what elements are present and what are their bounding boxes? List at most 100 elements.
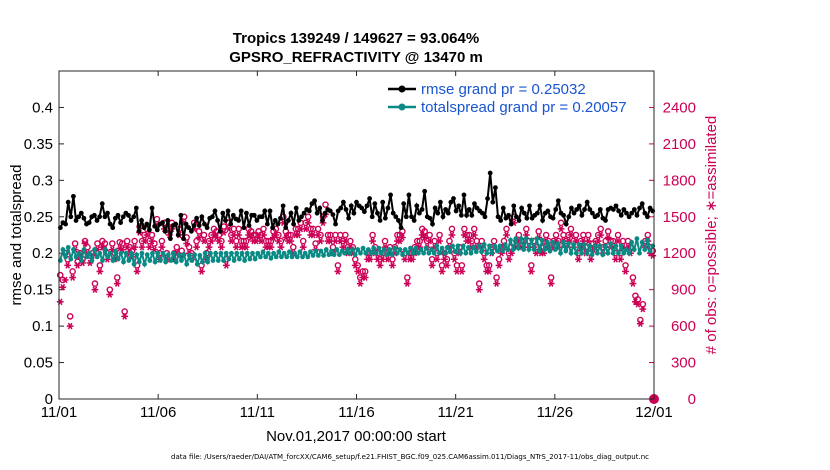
rmse-point [120,214,126,220]
totalspread-point [181,252,187,258]
y-tick-label: 0.2 [32,245,53,262]
rmse-point [191,223,197,228]
totalspread-point [276,249,282,255]
rmse-point [369,214,375,220]
rmse-point [401,201,407,207]
obs-possible-point [485,262,493,269]
obs-assimilated-point [158,243,166,251]
obs-possible-point [535,228,543,235]
totalspread-point [534,236,540,242]
totalspread-point [408,245,413,251]
totalspread-point [373,250,379,256]
rmse-point [375,210,380,216]
totalspread-point [560,239,566,245]
totalspread-point [618,243,624,249]
totalspread-point [468,250,474,256]
totalspread-point [489,250,495,256]
y2-axis-label: # of obs: o=possible; ∗=assimilated [703,116,720,355]
totalspread-point [218,250,224,256]
rmse-point [322,210,328,216]
totalspread-point [623,247,629,252]
totalspread-point [78,258,84,263]
obs-assimilated-point [408,255,416,263]
totalspread-point [210,258,216,263]
totalspread-point [505,247,511,252]
totalspread-point [573,250,579,256]
rmse-point [553,207,559,212]
rmse-point [367,196,373,201]
totalspread-point [294,254,300,260]
obs-assimilated-point [527,268,535,275]
obs-assimilated-point [267,243,275,251]
totalspread-point [73,254,79,260]
totalspread-point [157,258,163,263]
rmse-point [516,218,522,223]
obs-assimilated-point [547,280,555,287]
obs-assimilated-point [131,243,139,251]
totalspread-point [184,261,190,267]
totalspread-point [566,241,571,247]
totalspread-point [68,256,74,262]
obs-assimilated-point [272,231,280,239]
totalspread-point [221,258,226,263]
totalspread-point [471,244,477,250]
rmse-point [571,210,577,216]
totalspread-point [589,252,595,258]
totalspread-point [394,250,400,256]
obs-possible-point [113,274,121,281]
rmse-point [330,212,336,217]
totalspread-point [242,258,248,263]
rmse-point [71,193,76,199]
totalspread-point [115,256,121,262]
rmse-point [361,209,367,215]
obs-assimilated-point [69,274,77,281]
rmse-point [385,205,391,211]
obs-assimilated-point [574,255,582,263]
x-axis-label: Nov.01,2017 00:00:00 start [266,428,447,445]
totalspread-point [579,250,584,256]
obs-assimilated-point [341,237,349,245]
totalspread-point [131,261,137,267]
obs-assimilated-point [123,243,131,251]
chart-title-line1: Tropics 139249 / 149627 = 93.064% [233,30,479,47]
totalspread-point [286,249,292,255]
totalspread-point [323,247,329,252]
obs-assimilated-point [121,313,129,320]
obs-possible-point [193,237,200,245]
rmse-point [435,210,441,216]
x-tick-label: 11/06 [140,404,176,421]
obs-assimilated-point [205,243,213,251]
obs-assimilated-point [604,234,612,241]
rmse-point [194,215,200,221]
totalspread-point [444,244,450,250]
rmse-point [351,210,357,216]
x-tick-label: 12/01 [635,404,673,421]
rmse-point [495,214,501,220]
obs-assimilated-point [448,231,456,239]
totalspread-point [207,250,213,256]
totalspread-point [244,250,250,256]
series-layer [56,170,659,404]
totalspread-point [121,259,126,265]
rmse-point [626,214,632,220]
rmse-point [110,225,116,231]
rmse-point [199,214,205,220]
rmse-point [65,199,71,205]
totalspread-point [97,250,103,256]
totalspread-point [439,245,445,251]
totalspread-point [647,248,653,254]
obs-possible-point [109,240,116,247]
y2-tick-label: 1800 [663,172,696,189]
totalspread-point [63,254,68,260]
obs-assimilated-point [433,255,441,263]
rmse-point [236,218,241,223]
obs-possible-point [118,240,126,247]
rmse-point [590,210,595,216]
y2-tick-label: 1500 [663,209,696,226]
totalspread-point [321,253,326,258]
y2-tick-label: 0 [688,391,696,408]
rmse-point [437,199,443,205]
totalspread-point [336,252,342,258]
rmse-point [128,218,134,223]
rmse-point [569,205,574,211]
